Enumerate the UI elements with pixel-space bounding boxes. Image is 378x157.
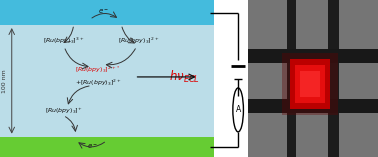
Bar <box>0 0 214 25</box>
Bar <box>287 0 296 157</box>
Text: $h\nu_{ECL}$: $h\nu_{ECL}$ <box>169 69 200 85</box>
Text: 100 nm: 100 nm <box>2 69 7 93</box>
Bar <box>0 137 214 157</box>
Bar <box>301 71 320 97</box>
Text: $[Ru(bpy)_3]^{2+}$: $[Ru(bpy)_3]^{2+}$ <box>118 36 160 46</box>
Bar <box>0 25 214 137</box>
Bar <box>295 65 325 103</box>
Bar <box>282 53 338 115</box>
Text: $[Ru(bpy)_3]^{2+*}$: $[Ru(bpy)_3]^{2+*}$ <box>76 65 121 75</box>
Text: $[Ru(bpy)_3]^{3+}$: $[Ru(bpy)_3]^{3+}$ <box>43 36 85 46</box>
Bar <box>328 0 339 157</box>
Bar <box>290 59 330 109</box>
Text: $e^-$: $e^-$ <box>98 7 109 16</box>
Text: $[Ru(bpy)_3]^{+}$: $[Ru(bpy)_3]^{+}$ <box>45 106 83 116</box>
Text: $+[Ru(bpy)_3]^{2+}$: $+[Ru(bpy)_3]^{2+}$ <box>75 78 121 88</box>
Bar <box>248 99 378 113</box>
Text: A: A <box>235 105 241 114</box>
Text: $e^-$: $e^-$ <box>87 142 99 151</box>
Bar <box>248 49 378 63</box>
